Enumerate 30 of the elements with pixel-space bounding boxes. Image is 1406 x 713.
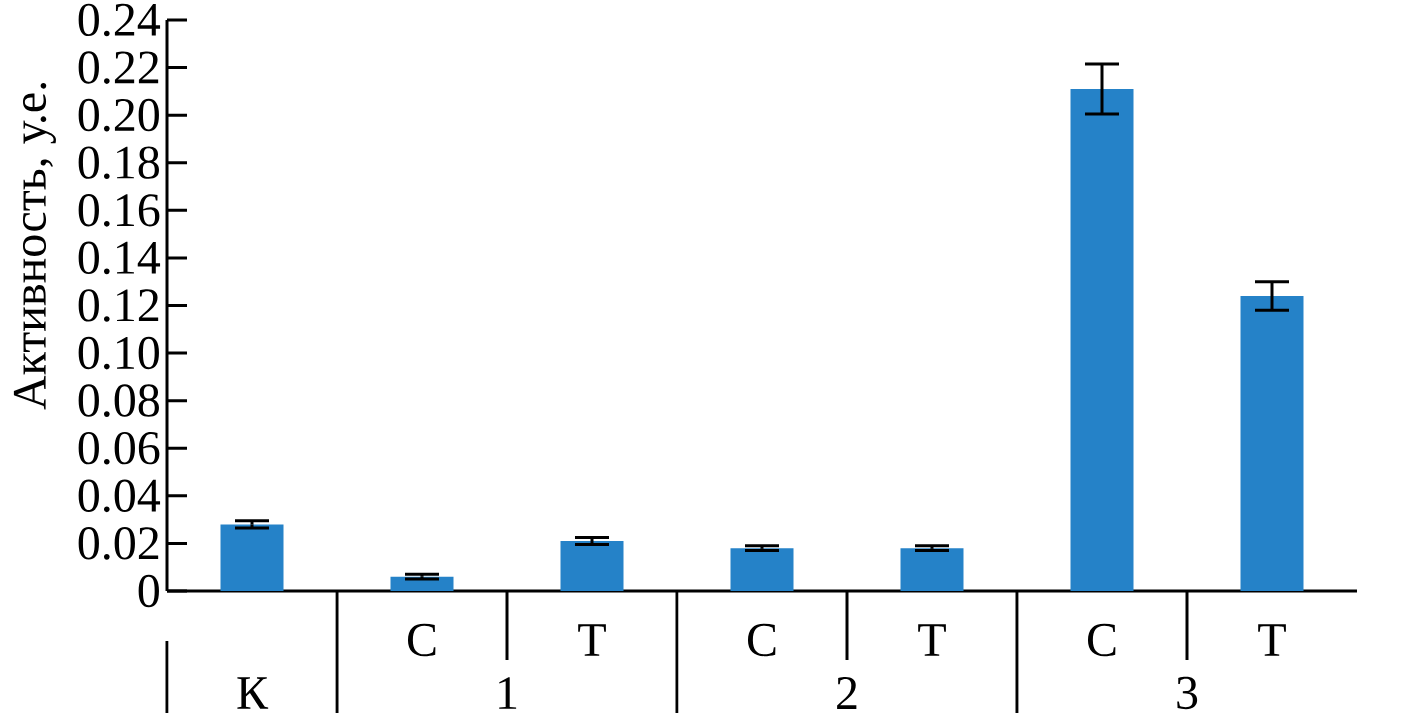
bar [1070,88,1134,591]
text: К [237,677,269,709]
bar [560,541,624,591]
y-tick-label: 0.18 [78,146,159,180]
y-tick-label: 0.04 [78,479,161,513]
y-tick-label: 0 [138,574,159,608]
bar [730,548,794,591]
bar [1240,295,1304,591]
y-tick-label: 0.08 [78,384,159,417]
x-tick-label: С [1087,623,1116,657]
text: 2 [837,677,857,709]
y-tick-label: 0.06 [78,431,160,465]
x-tick-label: С [407,623,436,657]
y-axis-title: Активность, у.е. [13,83,56,410]
x-tick-label: Т [918,624,946,656]
y-tick-label: 0.12 [78,289,159,322]
y-tick-label: 0.02 [78,527,159,560]
bar [900,548,964,591]
y-tick-label: 0.24 [78,3,161,37]
text: 1 [499,677,517,709]
y-tick-label: 0.16 [78,194,160,227]
y-tick-label: 0.14 [78,241,161,275]
bar [220,524,284,591]
x-tick-label: Т [578,624,606,656]
y-tick-label: 0.10 [78,336,159,370]
x-tick-label: Т [1258,624,1286,656]
y-tick-label: 0.20 [78,98,159,132]
y-tick-label: 0.22 [78,51,159,84]
text: 3 [1177,676,1198,710]
x-tick-label: С [747,623,776,657]
